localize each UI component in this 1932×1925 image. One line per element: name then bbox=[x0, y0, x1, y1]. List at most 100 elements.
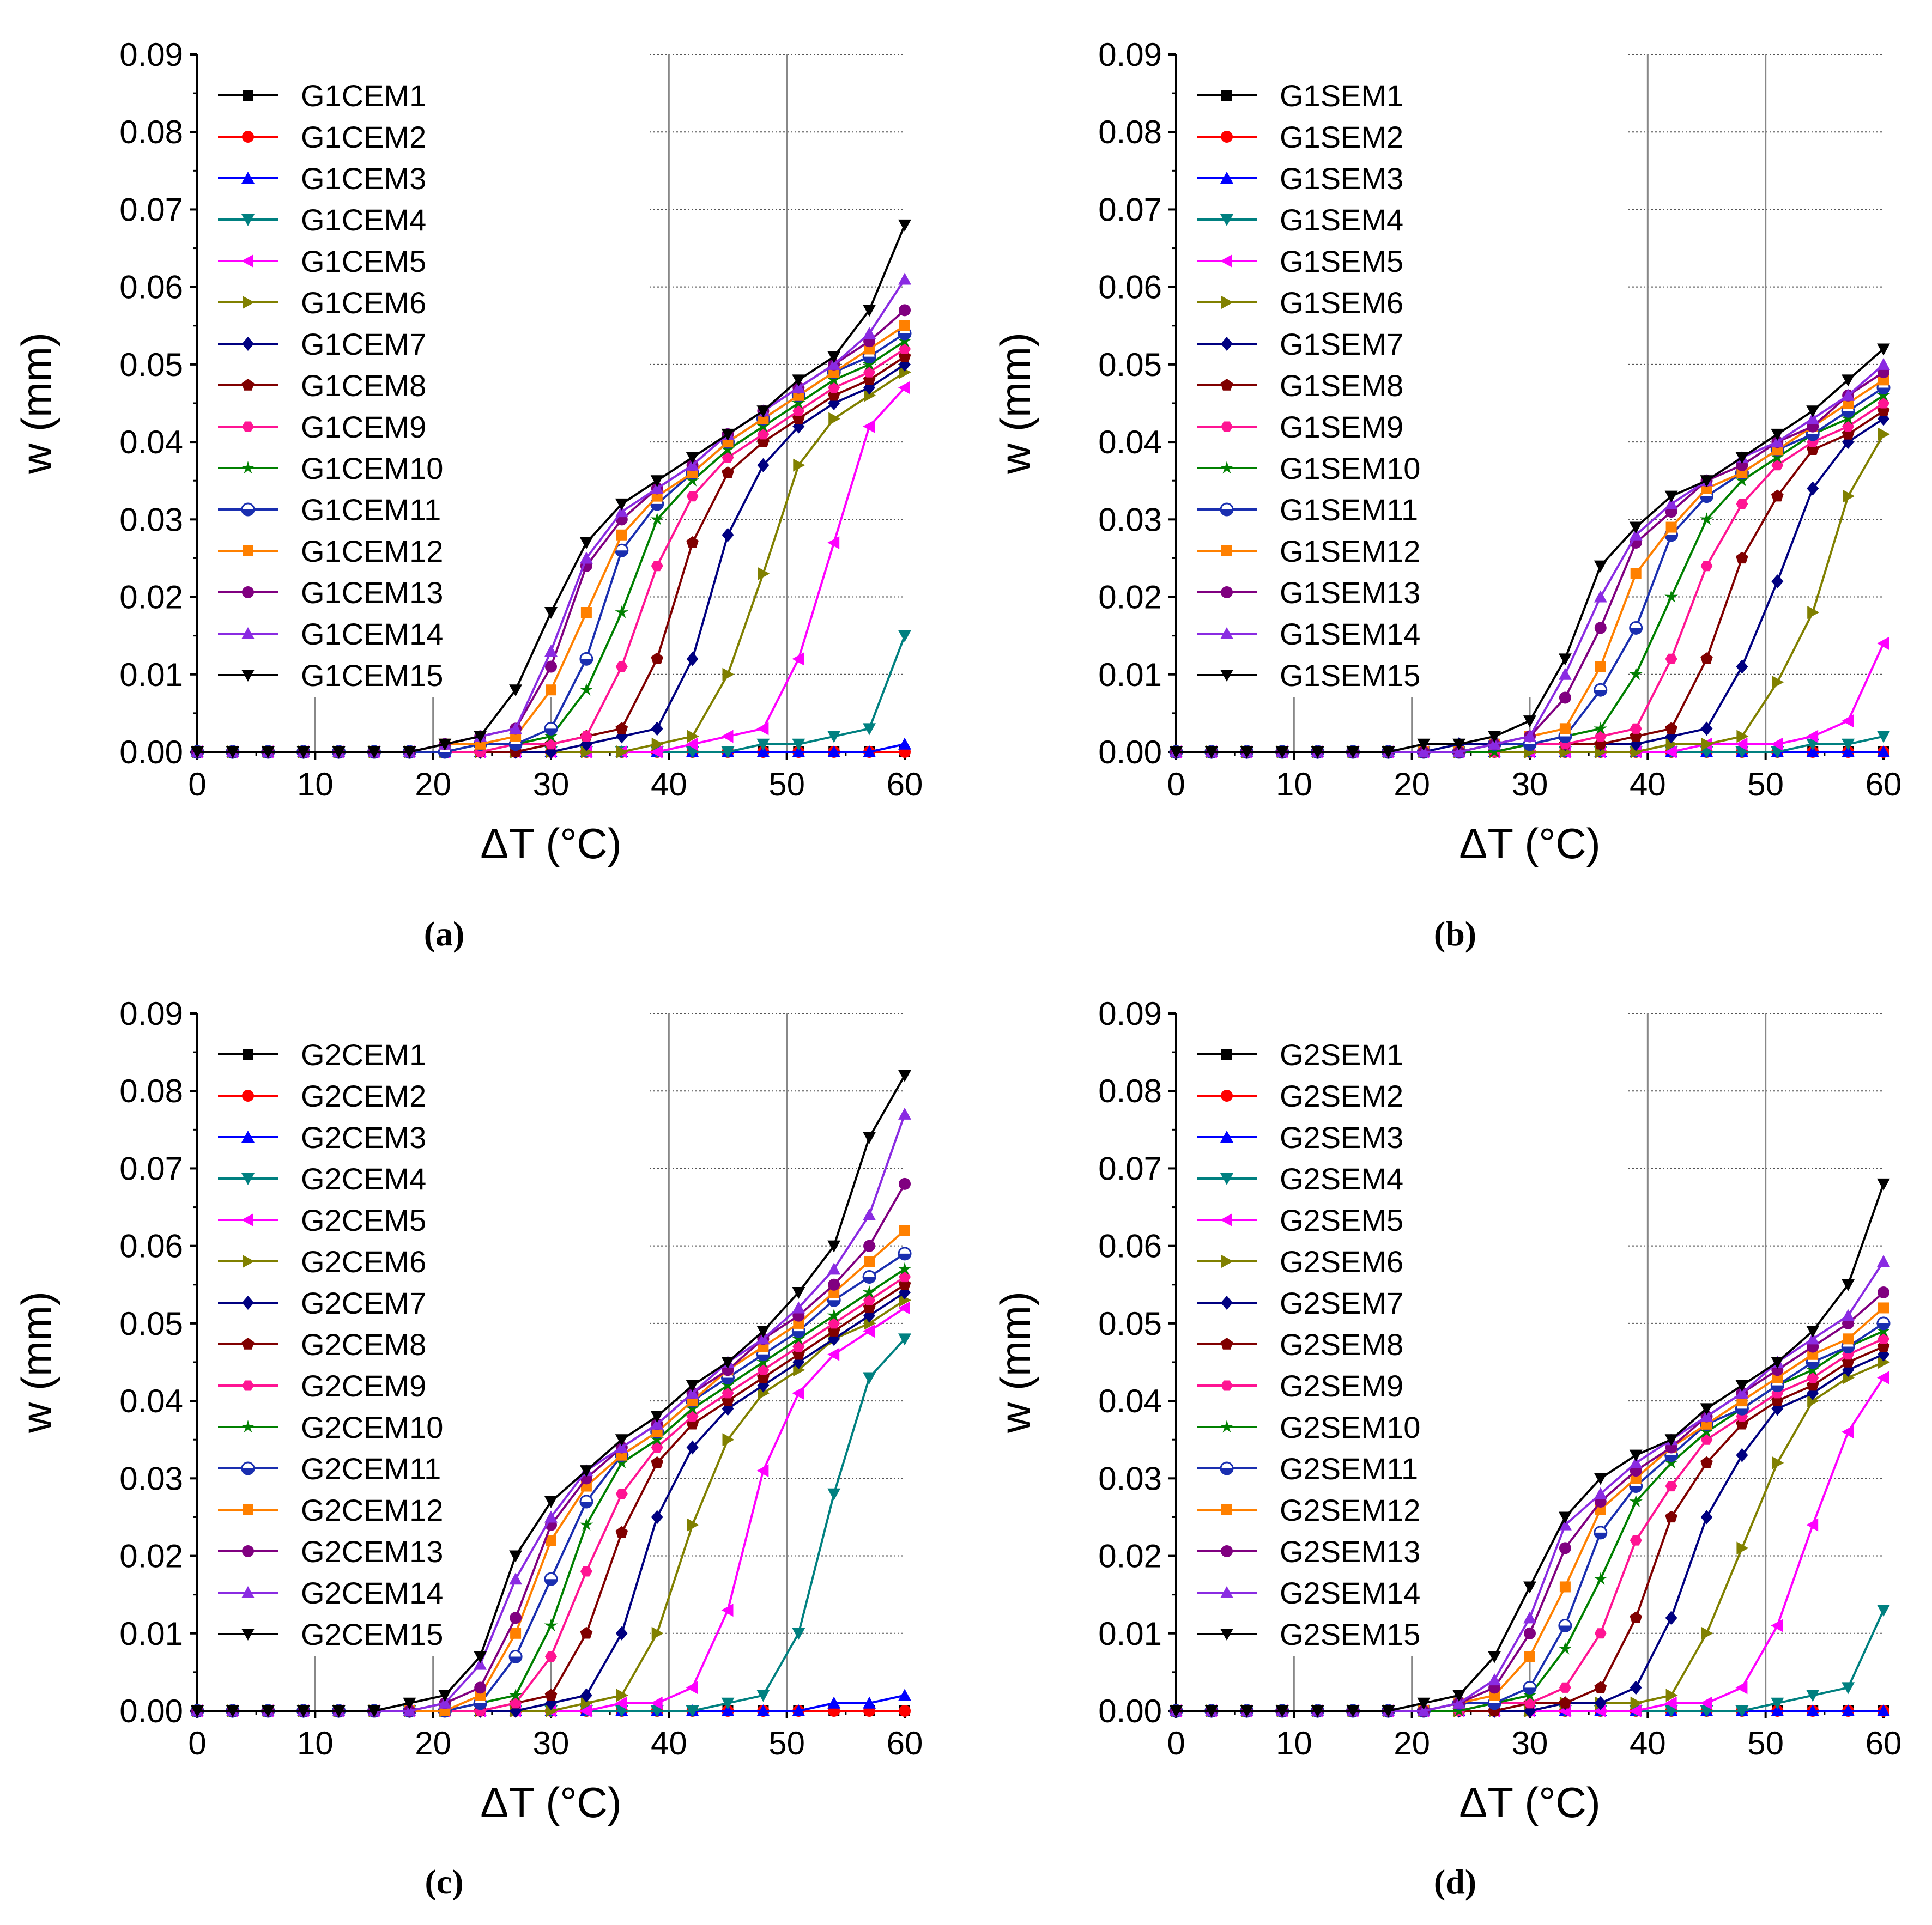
legend-label: G1CEM10 bbox=[301, 451, 443, 485]
marker-fill bbox=[615, 550, 628, 557]
legend-marker bbox=[243, 1255, 255, 1268]
data-point bbox=[1452, 1704, 1466, 1717]
legend-marker bbox=[242, 1090, 254, 1102]
data-point bbox=[1806, 1326, 1820, 1338]
data-point bbox=[544, 1496, 558, 1508]
data-point bbox=[758, 567, 770, 580]
marker-fill bbox=[899, 1253, 911, 1260]
x-tick-label: 20 bbox=[1394, 1725, 1430, 1762]
y-axis-label: w (mm) bbox=[13, 332, 60, 475]
data-point bbox=[1700, 512, 1713, 525]
data-point bbox=[546, 684, 556, 696]
data-point bbox=[827, 1240, 841, 1253]
legend-item: G2CEM9 bbox=[218, 1369, 426, 1403]
data-point bbox=[827, 1488, 841, 1501]
legend-label: G1SEM12 bbox=[1280, 534, 1420, 568]
data-point bbox=[1806, 745, 1820, 757]
y-tick-label: 0.01 bbox=[119, 657, 183, 693]
data-point bbox=[367, 746, 381, 758]
data-point bbox=[1735, 551, 1748, 564]
data-point bbox=[1523, 715, 1536, 728]
y-tick-label: 0.09 bbox=[119, 37, 183, 73]
data-point bbox=[579, 551, 593, 564]
x-axis-label: ΔT (°C) bbox=[1459, 819, 1600, 867]
data-point bbox=[1664, 497, 1678, 509]
legend-item: G2SEM9 bbox=[1197, 1369, 1403, 1403]
data-point bbox=[756, 1704, 770, 1716]
marker-fill bbox=[1559, 1625, 1571, 1632]
data-point bbox=[827, 373, 841, 386]
data-point bbox=[792, 1287, 805, 1299]
data-point bbox=[864, 1256, 875, 1267]
legend-item: G1CEM2 bbox=[218, 120, 426, 154]
legend-label: G1SEM10 bbox=[1280, 451, 1420, 485]
legend-marker bbox=[242, 586, 254, 598]
legend-marker bbox=[241, 461, 255, 474]
marker-fill bbox=[1559, 736, 1571, 743]
legend-marker bbox=[1220, 379, 1233, 391]
data-point bbox=[864, 388, 876, 402]
data-point bbox=[544, 1572, 558, 1586]
marker-fill bbox=[757, 1354, 770, 1361]
data-point bbox=[1664, 1434, 1678, 1447]
marker-fill bbox=[510, 1656, 522, 1663]
data-point bbox=[863, 745, 876, 757]
marker-fill bbox=[899, 333, 911, 339]
legend-item: G2SEM11 bbox=[1197, 1452, 1418, 1486]
legend-marker bbox=[241, 1629, 255, 1641]
data-point bbox=[1771, 574, 1784, 589]
x-tick-label: 20 bbox=[415, 1725, 451, 1762]
grid bbox=[1293, 1013, 1883, 1711]
data-point bbox=[546, 1535, 556, 1546]
data-point bbox=[863, 367, 876, 378]
data-point bbox=[828, 1278, 840, 1291]
data-point bbox=[898, 1333, 911, 1346]
data-point bbox=[1877, 357, 1890, 370]
y-tick-label: 0.02 bbox=[1098, 1538, 1162, 1575]
data-point bbox=[1417, 745, 1431, 757]
data-point bbox=[1594, 731, 1607, 742]
y-tick-label: 0.05 bbox=[119, 1305, 183, 1342]
legend-label: G1SEM6 bbox=[1280, 286, 1403, 320]
data-point bbox=[899, 1705, 911, 1717]
data-point bbox=[686, 652, 699, 666]
data-point bbox=[687, 1518, 699, 1532]
marker-fill bbox=[1771, 1385, 1784, 1392]
legend-label: G1SEM1 bbox=[1280, 78, 1403, 113]
data-point bbox=[1700, 561, 1713, 572]
data-point bbox=[863, 420, 875, 433]
data-point bbox=[1170, 1705, 1183, 1717]
legend: G2SEM1 G2SEM2 G2SEM3 G2SEM4 G2SEM5 G2SEM6 G2SE… bbox=[1197, 1037, 1420, 1651]
data-point bbox=[899, 343, 911, 354]
data-point bbox=[686, 536, 699, 548]
data-point bbox=[827, 536, 840, 549]
x-tick-label: 60 bbox=[887, 766, 923, 803]
marker-fill bbox=[863, 356, 876, 363]
legend-marker bbox=[241, 379, 255, 391]
y-tick-label: 0.01 bbox=[1098, 1616, 1162, 1652]
data-point bbox=[793, 458, 805, 472]
legend-label: G2CEM5 bbox=[301, 1203, 426, 1237]
data-point bbox=[616, 745, 628, 758]
data-point bbox=[1771, 460, 1784, 471]
data-point bbox=[756, 738, 770, 751]
legend-label: G2SEM2 bbox=[1280, 1079, 1403, 1113]
data-point bbox=[226, 746, 239, 758]
data-point bbox=[1346, 746, 1360, 758]
data-point bbox=[898, 1301, 910, 1315]
legend-item: G1SEM7 bbox=[1197, 327, 1403, 361]
data-point bbox=[1843, 1333, 1854, 1345]
data-point bbox=[615, 1441, 628, 1453]
legend-marker bbox=[1221, 1090, 1233, 1102]
data-point bbox=[1630, 723, 1642, 734]
data-point bbox=[828, 382, 840, 393]
data-point bbox=[863, 305, 876, 317]
data-point bbox=[792, 1341, 805, 1352]
data-point bbox=[1806, 730, 1819, 743]
x-tick-label: 10 bbox=[297, 766, 334, 803]
x-tick-label: 50 bbox=[768, 766, 805, 803]
y-tick-label: 0.06 bbox=[119, 1228, 183, 1265]
data-point bbox=[863, 1240, 876, 1252]
legend-label: G1SEM14 bbox=[1280, 617, 1420, 651]
legend-label: G1CEM7 bbox=[301, 327, 426, 361]
